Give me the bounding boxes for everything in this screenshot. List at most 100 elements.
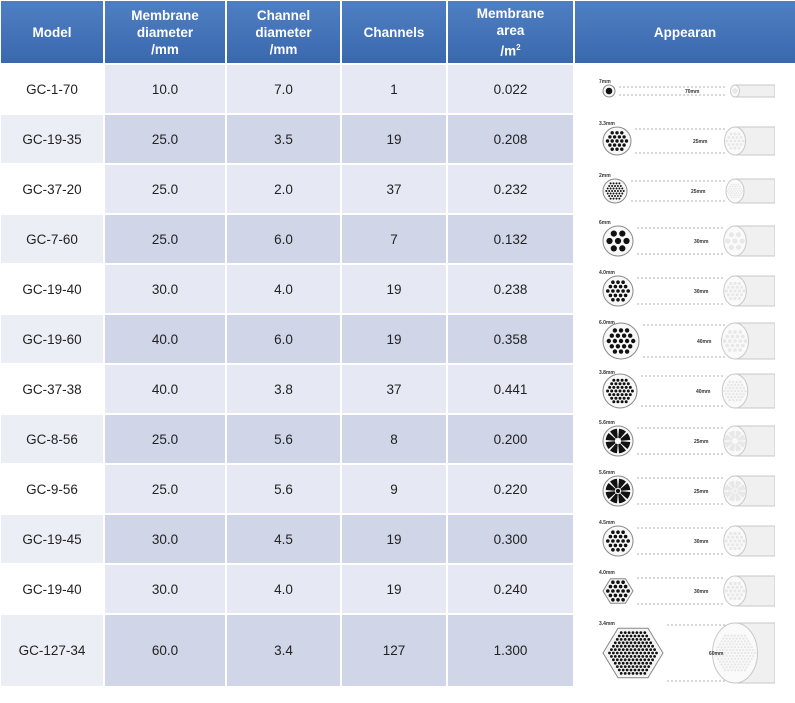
model-cell: GC-19-45 [1, 515, 103, 563]
length-label: 30mm [694, 289, 709, 295]
channel-diameter-cell: 4.0 [227, 565, 340, 613]
membrane-area-cell: 0.300 [448, 515, 573, 563]
length-label: 25mm [694, 439, 709, 445]
length-label: 40mm [697, 339, 712, 345]
tube-illustration: 3.3mm 25mm [599, 121, 775, 156]
header-membrane-diameter: Membrane diameter /mm [105, 1, 225, 63]
channel-diameter-cell: 7.0 [227, 65, 340, 113]
membrane-diameter-cell: 40.0 [105, 315, 225, 363]
channel-diameter-cell: 5.6 [227, 465, 340, 513]
membrane-diameter-cell: 30.0 [105, 565, 225, 613]
membrane-area-cell: 0.132 [448, 215, 573, 263]
channels-cell: 19 [342, 515, 446, 563]
membrane-area-cell: 0.220 [448, 465, 573, 513]
tube-illustration: 3.8mm 40mm [599, 370, 775, 409]
tube-illustration: 7mm 70mm [599, 79, 775, 98]
tube-illustration: 5.6mm 25mm [599, 420, 775, 457]
channel-diameter-cell: 6.0 [227, 215, 340, 263]
model-cell: GC-19-40 [1, 565, 103, 613]
dimension-label: 3.3mm [599, 121, 615, 127]
length-label: 30mm [694, 539, 709, 545]
channels-cell: 37 [342, 165, 446, 213]
appearance-image: 5.6mm 25mm [575, 415, 795, 463]
model-cell: GC-7-60 [1, 215, 103, 263]
table-row: GC-37-20 25.0 2.0 37 0.232 2mm 25mm [1, 165, 795, 213]
table-row: GC-1-70 10.0 7.0 1 0.022 7mm 70mm [1, 65, 795, 113]
header-appearance: Appearan [575, 1, 795, 63]
dimension-label: 3.8mm [599, 370, 615, 376]
model-cell: GC-37-20 [1, 165, 103, 213]
appearance-image: 6mm 30mm [575, 215, 795, 263]
header-row: Model Membrane diameter /mm Channel diam… [1, 1, 795, 63]
appearance-image: 2mm 25mm [575, 165, 795, 213]
table-row: GC-127-34 60.0 3.4 127 1.300 3.4mm 60mm [1, 615, 795, 686]
membrane-area-cell: 0.208 [448, 115, 573, 163]
membrane-diameter-cell: 10.0 [105, 65, 225, 113]
channel-diameter-cell: 3.5 [227, 115, 340, 163]
appearance-image: 6.0mm 40mm [575, 315, 795, 363]
dimension-label: 4.0mm [599, 270, 615, 276]
channel-diameter-cell: 5.6 [227, 415, 340, 463]
appearance-image: 4.5mm 30mm [575, 515, 795, 563]
dimension-label: 7mm [599, 79, 611, 85]
channels-cell: 19 [342, 265, 446, 313]
appearance-image: 5.6mm 25mm [575, 465, 795, 513]
tube-illustration: 2mm 25mm [599, 173, 775, 204]
table-row: GC-19-45 30.0 4.5 19 0.300 4.5mm 30mm [1, 515, 795, 563]
dimension-label: 2mm [599, 173, 611, 179]
appearance-image: 3.8mm 40mm [575, 365, 795, 413]
length-label: 70mm [685, 89, 700, 95]
dimension-label: 5.6mm [599, 470, 615, 476]
membrane-area-cell: 0.232 [448, 165, 573, 213]
tube-illustration: 4.0mm 30mm [599, 270, 775, 307]
membrane-diameter-cell: 25.0 [105, 415, 225, 463]
table-row: GC-9-56 25.0 5.6 9 0.220 5.6mm 25mm [1, 465, 795, 513]
membrane-area-cell: 1.300 [448, 615, 573, 686]
header-model: Model [1, 1, 103, 63]
membrane-area-cell: 0.200 [448, 415, 573, 463]
channel-diameter-cell: 4.0 [227, 265, 340, 313]
table-row: GC-19-40 30.0 4.0 19 0.240 4.0mm 30mm [1, 565, 795, 613]
tube-illustration: 4.5mm 30mm [599, 520, 775, 557]
membrane-diameter-cell: 25.0 [105, 165, 225, 213]
table-row: GC-19-35 25.0 3.5 19 0.208 3.3mm 25mm [1, 115, 795, 163]
model-cell: GC-19-60 [1, 315, 103, 363]
tube-illustration: 6mm 30mm [599, 220, 775, 257]
model-cell: GC-37-38 [1, 365, 103, 413]
membrane-diameter-cell: 25.0 [105, 115, 225, 163]
tube-illustration: 5.6mm 25mm [599, 470, 775, 507]
membrane-area-cell: 0.441 [448, 365, 573, 413]
model-cell: GC-1-70 [1, 65, 103, 113]
dimension-label: 3.4mm [599, 621, 615, 627]
membrane-area-cell: 0.358 [448, 315, 573, 363]
tube-illustration: 6.0mm 40mm [599, 320, 775, 360]
header-channels: Channels [342, 1, 446, 63]
channel-diameter-cell: 2.0 [227, 165, 340, 213]
membrane-diameter-cell: 40.0 [105, 365, 225, 413]
dimension-label: 6.0mm [599, 320, 615, 326]
membrane-spec-table: Model Membrane diameter /mm Channel diam… [1, 1, 795, 686]
length-label: 60mm [709, 651, 724, 657]
length-label: 25mm [691, 189, 706, 195]
membrane-diameter-cell: 25.0 [105, 465, 225, 513]
dimension-label: 4.0mm [599, 570, 615, 576]
appearance-image: 4.0mm 30mm [575, 265, 795, 313]
channels-cell: 9 [342, 465, 446, 513]
header-channel-diameter: Channel diameter /mm [227, 1, 340, 63]
length-label: 30mm [694, 239, 709, 245]
channels-cell: 19 [342, 315, 446, 363]
channels-cell: 7 [342, 215, 446, 263]
channels-cell: 37 [342, 365, 446, 413]
tube-illustration: 3.4mm 60mm [599, 621, 775, 683]
table-row: GC-19-60 40.0 6.0 19 0.358 6.0mm 40mm [1, 315, 795, 363]
model-cell: GC-19-35 [1, 115, 103, 163]
membrane-area-cell: 0.238 [448, 265, 573, 313]
header-membrane-area: Membrane area /m2 [448, 1, 573, 63]
model-cell: GC-19-40 [1, 265, 103, 313]
channels-cell: 127 [342, 615, 446, 686]
table-row: GC-37-38 40.0 3.8 37 0.441 3.8mm 40mm [1, 365, 795, 413]
table-row: GC-19-40 30.0 4.0 19 0.238 4.0mm 30mm [1, 265, 795, 313]
model-cell: GC-9-56 [1, 465, 103, 513]
membrane-area-cell: 0.240 [448, 565, 573, 613]
membrane-area-cell: 0.022 [448, 65, 573, 113]
